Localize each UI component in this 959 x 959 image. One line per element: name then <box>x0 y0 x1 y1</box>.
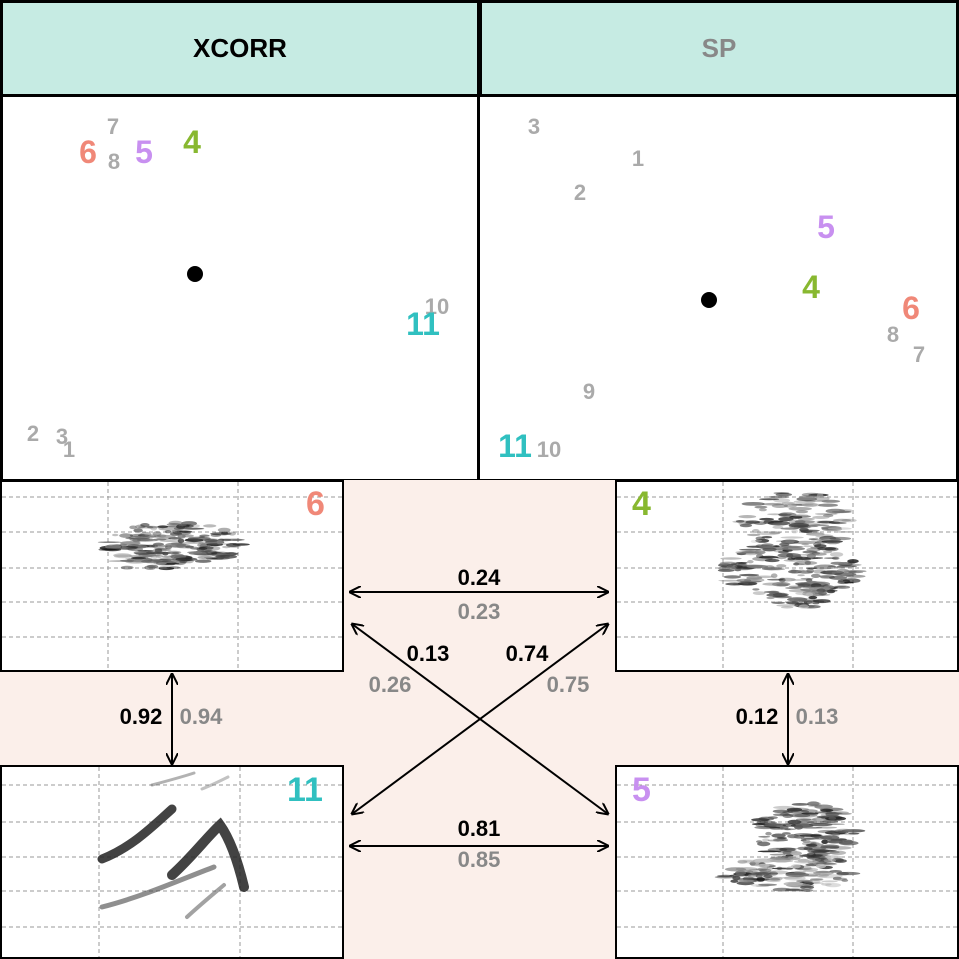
spectrogram-11-label: 11 <box>287 771 323 809</box>
xcorr-center-dot <box>187 266 203 282</box>
xcorr-point-5: 5 <box>135 134 153 170</box>
sp-scatter-panel: 3 1 2 5 4 6 8 7 9 11 10 <box>477 94 959 482</box>
xcorr-scatter-panel: 7 6 8 5 4 10 11 2 3 1 <box>0 94 480 482</box>
xcorr-header: XCORR <box>0 0 480 97</box>
sp-point-8: 8 <box>886 322 900 347</box>
sim-top-xcorr: 0.24 <box>457 565 501 590</box>
spectrogram-4-image <box>617 482 957 670</box>
xcorr-point-11: 11 <box>406 306 440 342</box>
sim-left-xcorr: 0.92 <box>119 704 163 729</box>
spectrogram-6-image <box>2 482 342 670</box>
sp-point-7: 7 <box>912 342 926 367</box>
xcorr-point-2: 2 <box>26 421 40 446</box>
spectrogram-6 <box>0 480 344 672</box>
sim-diag-up-sp: 0.75 <box>546 672 590 697</box>
sp-point-10: 10 <box>536 437 562 462</box>
xcorr-point-10: 10 <box>424 294 450 319</box>
spectrogram-5 <box>615 765 959 959</box>
sim-top-sp: 0.23 <box>457 599 501 624</box>
spectrogram-6-label: 6 <box>306 485 325 523</box>
sp-point-5: 5 <box>817 209 835 245</box>
sp-point-3: 3 <box>527 114 541 139</box>
sp-point-11: 11 <box>498 428 532 464</box>
spectrogram-11 <box>0 765 344 959</box>
spectrogram-4 <box>615 480 959 672</box>
xcorr-title: XCORR <box>193 33 287 63</box>
xcorr-point-3: 3 <box>55 424 69 449</box>
sp-point-4: 4 <box>802 269 820 305</box>
spectrogram-11-image <box>2 767 342 957</box>
sim-left-sp: 0.94 <box>179 704 223 729</box>
xcorr-point-1: 1 <box>62 437 76 462</box>
sim-diag-down-xcorr: 0.13 <box>406 641 450 666</box>
sim-right-xcorr: 0.12 <box>735 704 779 729</box>
spectrogram-4-label: 4 <box>632 485 651 523</box>
xcorr-point-4: 4 <box>183 124 201 160</box>
sp-title: SP <box>701 33 737 63</box>
sim-bottom-xcorr: 0.81 <box>457 816 501 841</box>
sim-bottom-sp: 0.85 <box>457 847 501 872</box>
sim-diag-down-sp: 0.26 <box>368 672 412 697</box>
xcorr-point-7: 7 <box>106 114 120 139</box>
xcorr-point-6: 6 <box>79 134 97 170</box>
arrow-diag-up <box>352 624 608 814</box>
sim-diag-up-xcorr: 0.74 <box>505 641 549 666</box>
sim-right-sp: 0.13 <box>795 704 839 729</box>
sp-point-9: 9 <box>582 379 596 404</box>
spectrogram-5-image <box>617 767 957 957</box>
xcorr-point-8: 8 <box>107 149 121 174</box>
sp-center-dot <box>701 292 717 308</box>
sp-point-2: 2 <box>573 180 587 205</box>
sp-point-6: 6 <box>902 290 920 326</box>
sp-point-1: 1 <box>631 146 645 171</box>
spectrogram-5-label: 5 <box>632 771 651 809</box>
